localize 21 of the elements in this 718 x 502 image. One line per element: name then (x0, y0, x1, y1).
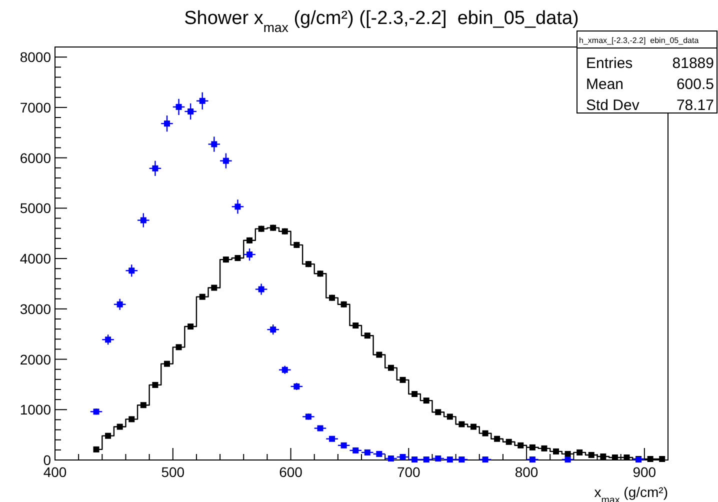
annotation: Entries (586, 55, 633, 72)
y-tick-label: 4000 (20, 250, 52, 267)
text: 81889 (672, 55, 714, 72)
y-tick-label: 8000 (20, 49, 52, 66)
y-tick-label: 6000 (20, 150, 52, 166)
x-tick-label: 800 (514, 464, 538, 480)
x-tick-label: 900 (632, 464, 656, 480)
text: 78.17 (676, 97, 714, 114)
text: h_xmax_[-2.3,-2.2] ebin_05_data (579, 36, 700, 45)
x-tick-label: 600 (279, 464, 303, 480)
text: 600.5 (676, 76, 714, 93)
y-tick-label: 3000 (20, 300, 52, 317)
y-tick-label: 7000 (20, 99, 52, 116)
annotation: Std Dev (586, 97, 640, 114)
y-tick-label: 2000 (20, 351, 52, 368)
y-tick-label: 1000 (20, 402, 52, 418)
annotation: Mean (586, 76, 624, 93)
x-tick-label: 500 (161, 464, 185, 480)
y-tick-label: 5000 (20, 200, 52, 216)
chart-title: Shower x$_{max}$ (g/cm²) ([-2.3,-2.2] ebin_05_data) (184, 8, 579, 34)
x-tick-label: 700 (396, 464, 421, 480)
